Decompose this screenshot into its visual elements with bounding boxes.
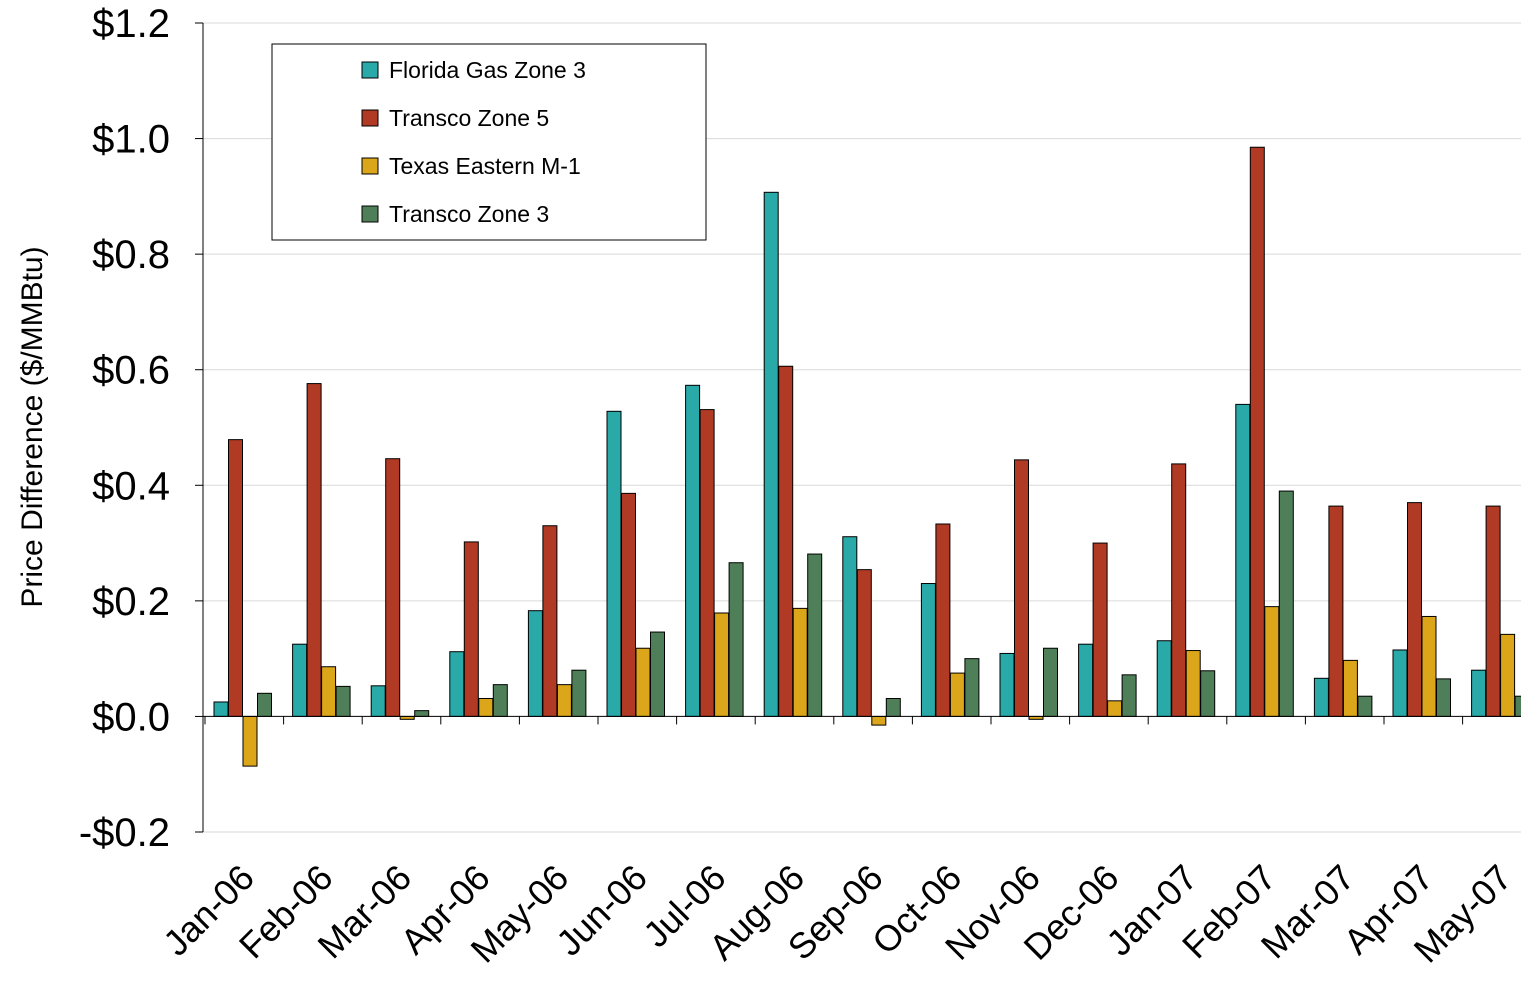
legend-swatch [361, 157, 379, 175]
axes [202, 23, 1521, 832]
bar-transco-zone-3-aug-06 [807, 553, 823, 717]
bar-transco-zone-3-may-07 [1514, 695, 1521, 717]
bar-transco-zone-3-jul-06 [728, 562, 744, 717]
x-tick-label: Jun-06 [548, 857, 655, 964]
legend: Florida Gas Zone 3 Transco Zone 5 Texas Ea… [271, 43, 707, 241]
bar-transco-zone-5-jan-06 [228, 439, 243, 717]
bar-transco-zone-3-feb-07 [1278, 490, 1294, 717]
bar-texas-eastern-m-1-feb-07 [1264, 606, 1280, 717]
bar-transco-zone-5-mar-06 [385, 458, 401, 717]
bar-florida-gas-zone-3-apr-06 [449, 651, 465, 717]
bar-transco-zone-5-nov-06 [1014, 459, 1029, 717]
y-tick-labels: -$0.2 $0.0 $0.2 $0.4 $0.6 $0.8 $1.0 $1.2 [79, 2, 170, 855]
bar-transco-zone-3-mar-07 [1357, 695, 1373, 717]
bar-transco-zone-5-feb-07 [1249, 146, 1265, 717]
y-tick-label: $0.0 [92, 695, 170, 739]
bar-transco-zone-5-jul-06 [699, 409, 715, 717]
bar-florida-gas-zone-3-jan-06 [213, 701, 229, 717]
bar-transco-zone-3-apr-06 [492, 684, 508, 717]
bar-transco-zone-5-apr-06 [463, 541, 479, 717]
legend-label: Texas Eastern M-1 [389, 153, 581, 179]
bar-transco-zone-5-feb-06 [306, 383, 322, 717]
bar-transco-zone-5-jan-07 [1171, 463, 1187, 717]
bar-texas-eastern-m-1-oct-06 [949, 672, 965, 717]
bar-florida-gas-zone-3-nov-06 [999, 652, 1015, 717]
bar-florida-gas-zone-3-apr-07 [1392, 649, 1408, 717]
bar-transco-zone-5-aug-06 [778, 365, 794, 717]
y-tick-label: $0.6 [92, 349, 170, 393]
bar-transco-zone-3-oct-06 [964, 658, 980, 717]
bar-transco-zone-3-apr-07 [1436, 678, 1451, 717]
legend-swatch [361, 61, 379, 79]
legend-label: Transco Zone 5 [389, 105, 549, 131]
bar-florida-gas-zone-3-oct-06 [920, 583, 936, 717]
y-tick-label: $1.0 [92, 118, 170, 162]
bar-florida-gas-zone-3-may-06 [527, 610, 543, 717]
bar-florida-gas-zone-3-dec-06 [1078, 643, 1094, 717]
bar-florida-gas-zone-3-may-07 [1471, 669, 1487, 717]
bar-texas-eastern-m-1-jun-06 [635, 647, 651, 717]
bar-transco-zone-3-sep-06 [885, 698, 901, 717]
bar-transco-zone-3-jun-06 [650, 631, 665, 717]
y-tick-label: $0.4 [92, 464, 170, 508]
bar-transco-zone-5-mar-07 [1328, 505, 1344, 717]
y-tick-label: $1.2 [92, 2, 170, 46]
bar-texas-eastern-m-1-feb-06 [321, 666, 337, 717]
bar-transco-zone-5-may-07 [1485, 505, 1501, 717]
legend-swatch [361, 205, 379, 223]
bar-transco-zone-5-dec-06 [1092, 542, 1108, 717]
bar-transco-zone-5-oct-06 [935, 523, 951, 717]
bar-texas-eastern-m-1-aug-06 [792, 607, 808, 717]
y-axis-title: Price Difference ($/MMBtu) [16, 246, 49, 607]
legend-label: Transco Zone 3 [389, 201, 549, 227]
bar-texas-eastern-m-1-sep-06 [871, 715, 887, 726]
bar-transco-zone-3-jan-06 [257, 692, 272, 717]
bar-transco-zone-5-apr-07 [1407, 502, 1422, 717]
x-tick-labels: Jan-06Feb-06Mar-06Apr-06May-06Jun-06Jul-… [155, 857, 1519, 971]
y-tick-label: $0.2 [92, 580, 170, 624]
bar-florida-gas-zone-3-feb-06 [292, 643, 308, 717]
y-tick-label: $0.8 [92, 233, 170, 277]
bar-florida-gas-zone-3-sep-06 [842, 536, 858, 717]
bar-transco-zone-5-sep-06 [856, 569, 872, 717]
bar-texas-eastern-m-1-may-06 [556, 684, 572, 717]
bars [213, 146, 1521, 767]
bar-florida-gas-zone-3-aug-06 [763, 191, 779, 717]
bar-florida-gas-zone-3-jun-06 [606, 410, 622, 717]
bar-texas-eastern-m-1-jan-07 [1185, 650, 1201, 717]
bar-florida-gas-zone-3-jan-07 [1156, 640, 1172, 717]
bar-texas-eastern-m-1-mar-07 [1342, 659, 1358, 717]
bar-transco-zone-5-may-06 [542, 525, 558, 717]
legend-label: Florida Gas Zone 3 [389, 57, 586, 83]
bar-texas-eastern-m-1-may-07 [1500, 633, 1516, 717]
bar-florida-gas-zone-3-mar-07 [1313, 677, 1329, 717]
bar-transco-zone-3-dec-06 [1121, 674, 1137, 717]
bar-transco-zone-3-nov-06 [1043, 647, 1058, 717]
bar-florida-gas-zone-3-mar-06 [370, 685, 386, 717]
bar-texas-eastern-m-1-jul-06 [714, 612, 730, 717]
legend-box [271, 43, 707, 241]
bar-transco-zone-3-jan-07 [1200, 670, 1216, 717]
bar-transco-zone-3-may-06 [571, 669, 587, 717]
bar-texas-eastern-m-1-dec-06 [1107, 700, 1123, 717]
legend-swatch [361, 109, 379, 127]
bar-florida-gas-zone-3-feb-07 [1235, 403, 1251, 717]
bar-florida-gas-zone-3-jul-06 [685, 384, 701, 717]
y-tick-label: -$0.2 [79, 811, 170, 855]
bar-texas-eastern-m-1-apr-07 [1421, 615, 1437, 717]
bar-transco-zone-5-jun-06 [621, 492, 636, 717]
bar-transco-zone-3-mar-06 [414, 710, 430, 717]
bar-transco-zone-3-feb-06 [335, 685, 351, 717]
bar-texas-eastern-m-1-jan-06 [242, 715, 258, 767]
bar-texas-eastern-m-1-apr-06 [478, 698, 494, 717]
